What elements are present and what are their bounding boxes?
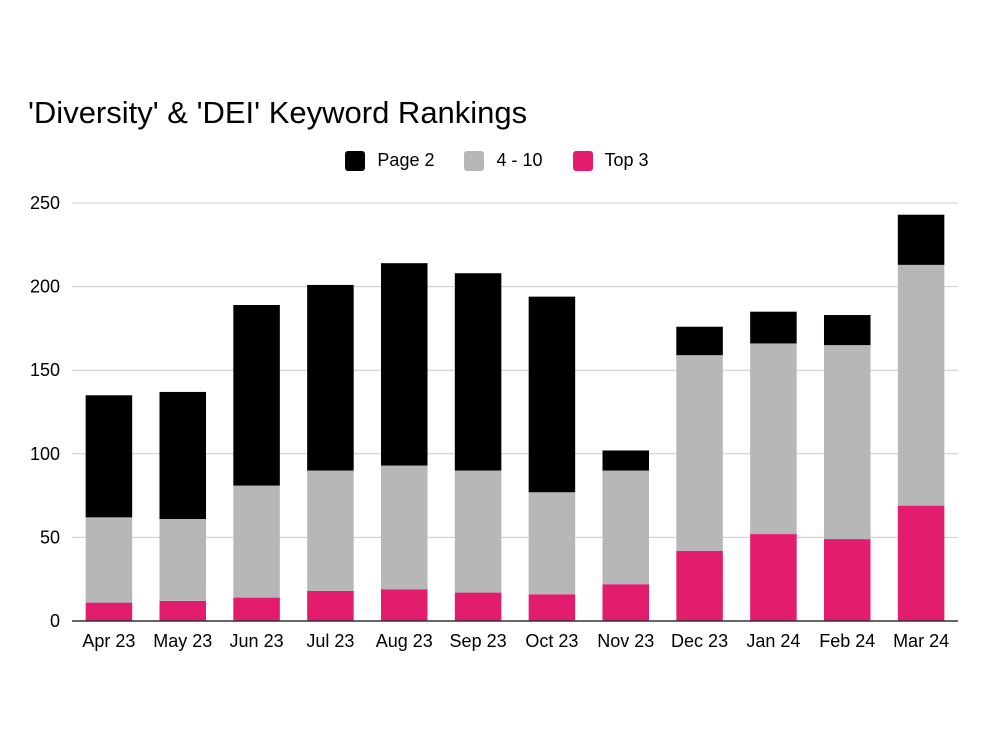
bar-segment-top-3-jan-24 — [750, 534, 797, 621]
bar-segment-page-2-jun-23 — [233, 304, 280, 486]
x-tick-label: Apr 23 — [82, 631, 135, 651]
bar-segment-4-10-feb-24 — [823, 345, 871, 540]
bar-segment-page-2-mar-24 — [897, 214, 945, 265]
bar-segment-top-3-jul-23 — [307, 590, 354, 621]
bar-segment-top-3-may-23 — [159, 600, 207, 621]
bar-segment-4-10-may-23 — [159, 519, 207, 601]
y-tick-label: 100 — [30, 444, 60, 464]
bar-segment-top-3-mar-24 — [897, 505, 945, 621]
gridlines — [72, 202, 958, 538]
x-axis-ticks: Apr 23 May 23 Jun 23 Jul 23 Aug 23 Sep 23 Oct … — [82, 631, 949, 651]
legend: Page 2 4 - 10 Top 3 — [0, 150, 994, 171]
y-tick-label: 50 — [40, 527, 60, 547]
x-tick-label: Sep 23 — [450, 631, 507, 651]
bar-segment-top-3-oct-23 — [528, 594, 576, 621]
bar-segment-4-10-mar-24 — [897, 264, 945, 506]
bars — [85, 214, 945, 621]
bar-segment-4-10-apr-23 — [85, 517, 133, 603]
chart-title: 'Diversity' & 'DEI' Keyword Rankings — [28, 95, 528, 130]
bar-segment-4-10-jun-23 — [233, 485, 280, 598]
bar-segment-4-10-dec-23 — [676, 355, 723, 551]
bar-segment-page-2-sep-23 — [454, 273, 502, 471]
x-tick-label: Nov 23 — [597, 631, 654, 651]
x-tick-label: Jun 23 — [230, 631, 284, 651]
bar-segment-page-2-may-23 — [159, 391, 207, 520]
bar-segment-top-3-nov-23 — [602, 584, 650, 621]
bar-segment-top-3-aug-23 — [380, 589, 428, 621]
bar-segment-4-10-jul-23 — [307, 470, 354, 591]
legend-label-4-10: 4 - 10 — [496, 150, 543, 170]
bar-segment-4-10-sep-23 — [454, 470, 502, 593]
bar-segment-4-10-jan-24 — [750, 343, 797, 535]
y-tick-label: 200 — [30, 277, 60, 297]
x-tick-label: May 23 — [153, 631, 212, 651]
y-axis-ticks: 0 50 100 150 200 250 — [30, 193, 60, 631]
bar-segment-4-10-nov-23 — [602, 470, 650, 585]
bar-segment-top-3-jun-23 — [233, 597, 280, 621]
bar-segment-top-3-sep-23 — [454, 592, 502, 621]
bar-segment-4-10-oct-23 — [528, 492, 576, 595]
x-tick-label: Feb 24 — [819, 631, 875, 651]
x-tick-label: Oct 23 — [525, 631, 578, 651]
y-tick-label: 0 — [50, 611, 60, 631]
x-tick-label: Dec 23 — [671, 631, 728, 651]
x-tick-label: Aug 23 — [376, 631, 433, 651]
bar-segment-page-2-jul-23 — [307, 284, 354, 471]
y-tick-label: 150 — [30, 360, 60, 380]
bar-segment-page-2-nov-23 — [602, 450, 650, 471]
bar-segment-top-3-feb-24 — [823, 539, 871, 621]
bar-segment-page-2-apr-23 — [85, 395, 133, 518]
bar-segment-page-2-jan-24 — [750, 311, 797, 344]
legend-label-top-3: Top 3 — [604, 150, 649, 170]
legend-item-page-2: Page 2 — [345, 150, 434, 171]
bar-segment-top-3-apr-23 — [85, 602, 133, 621]
legend-label-page-2: Page 2 — [377, 150, 435, 170]
bar-segment-page-2-oct-23 — [528, 296, 576, 493]
bar-segment-top-3-dec-23 — [676, 550, 723, 621]
legend-item-4-10: 4 - 10 — [464, 150, 543, 171]
x-tick-label: Jul 23 — [306, 631, 354, 651]
bar-segment-4-10-aug-23 — [380, 465, 428, 590]
legend-swatch-page-2 — [345, 150, 366, 171]
y-tick-label: 250 — [30, 193, 60, 213]
legend-swatch-top-3 — [572, 150, 593, 171]
legend-swatch-4-10 — [464, 150, 485, 171]
bar-segment-page-2-aug-23 — [380, 263, 428, 466]
x-tick-label: Jan 24 — [746, 631, 800, 651]
legend-item-top-3: Top 3 — [572, 150, 649, 171]
x-tick-label: Mar 24 — [893, 631, 949, 651]
bar-segment-page-2-dec-23 — [676, 326, 723, 356]
bar-segment-page-2-feb-24 — [823, 315, 871, 346]
